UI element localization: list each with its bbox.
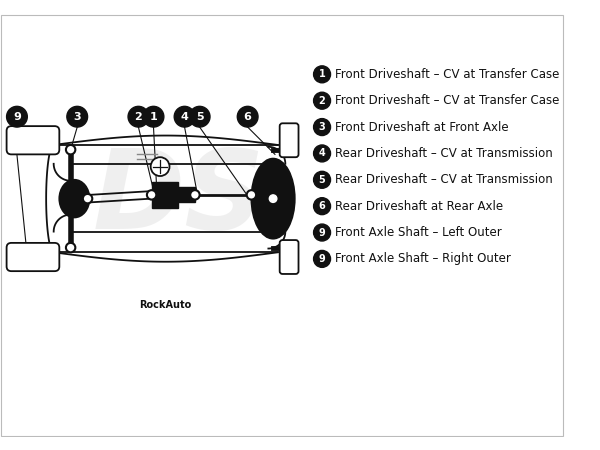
Polygon shape	[74, 191, 89, 206]
Text: 5: 5	[196, 112, 203, 122]
Text: 3: 3	[73, 112, 81, 122]
Circle shape	[314, 145, 331, 162]
Text: 2: 2	[134, 112, 142, 122]
Circle shape	[147, 190, 157, 199]
FancyBboxPatch shape	[152, 182, 178, 208]
Circle shape	[83, 194, 92, 203]
Text: Front Axle Shaft – Left Outer: Front Axle Shaft – Left Outer	[335, 226, 502, 239]
Text: 2: 2	[319, 96, 325, 106]
Text: Front Driveshaft – CV at Transfer Case: Front Driveshaft – CV at Transfer Case	[335, 68, 560, 81]
Text: Rear Driveshaft – CV at Transmission: Rear Driveshaft – CV at Transmission	[335, 173, 553, 186]
FancyBboxPatch shape	[280, 240, 299, 274]
Circle shape	[189, 106, 210, 127]
FancyBboxPatch shape	[178, 187, 195, 202]
Text: Front Driveshaft – CV at Transfer Case: Front Driveshaft – CV at Transfer Case	[335, 94, 560, 107]
Text: Front Driveshaft at Front Axle: Front Driveshaft at Front Axle	[335, 121, 509, 134]
Text: 9: 9	[319, 228, 325, 238]
FancyBboxPatch shape	[7, 126, 59, 154]
Circle shape	[67, 106, 88, 127]
FancyBboxPatch shape	[280, 123, 299, 157]
Circle shape	[190, 190, 200, 199]
Ellipse shape	[59, 180, 89, 217]
Circle shape	[269, 195, 277, 202]
Text: 6: 6	[319, 201, 325, 211]
Text: Rear Driveshaft at Rear Axle: Rear Driveshaft at Rear Axle	[335, 200, 503, 213]
Text: 6: 6	[244, 112, 251, 122]
Text: 9: 9	[13, 112, 21, 122]
Circle shape	[66, 145, 76, 154]
Circle shape	[128, 106, 149, 127]
Circle shape	[314, 92, 331, 109]
Text: 5: 5	[319, 175, 325, 185]
Circle shape	[143, 106, 164, 127]
FancyBboxPatch shape	[7, 243, 59, 271]
Text: 1: 1	[319, 69, 325, 79]
Ellipse shape	[251, 158, 295, 238]
Text: RockAuto: RockAuto	[139, 300, 191, 310]
Text: 1: 1	[149, 112, 157, 122]
Text: Rear Driveshaft – CV at Transmission: Rear Driveshaft – CV at Transmission	[335, 147, 553, 160]
Circle shape	[174, 106, 195, 127]
Circle shape	[314, 119, 331, 135]
Circle shape	[314, 251, 331, 267]
Circle shape	[314, 224, 331, 241]
Text: 3: 3	[319, 122, 325, 132]
Text: DS: DS	[93, 145, 265, 252]
Ellipse shape	[151, 157, 170, 176]
Circle shape	[7, 106, 28, 127]
Circle shape	[66, 243, 76, 252]
Circle shape	[314, 66, 331, 83]
Text: 4: 4	[181, 112, 188, 122]
Circle shape	[247, 190, 256, 199]
Text: 4: 4	[319, 148, 325, 158]
Circle shape	[238, 106, 258, 127]
Circle shape	[314, 171, 331, 188]
Text: Front Axle Shaft – Right Outer: Front Axle Shaft – Right Outer	[335, 252, 511, 266]
Text: 9: 9	[319, 254, 325, 264]
Circle shape	[314, 198, 331, 215]
